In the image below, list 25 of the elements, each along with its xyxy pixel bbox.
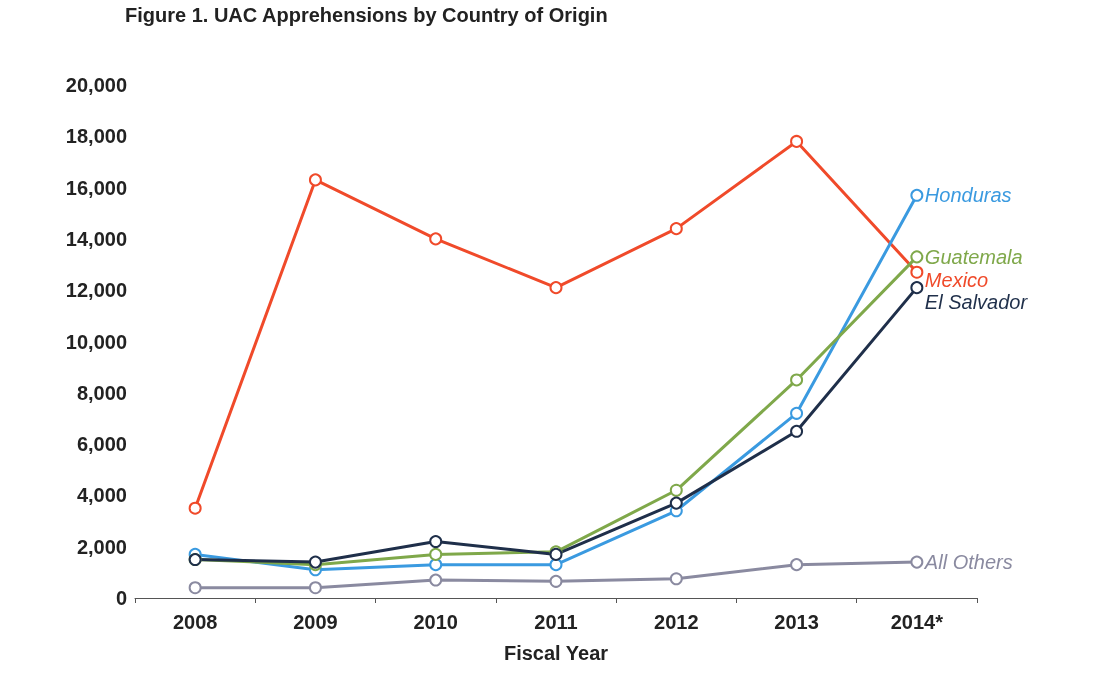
y-tick-label: 16,000 <box>65 176 127 199</box>
series-label: Mexico <box>924 269 989 292</box>
x-axis-title: Fiscal Year <box>503 642 609 664</box>
x-tick-label: 2010 <box>413 611 458 633</box>
y-tick-label: 14,000 <box>65 227 127 250</box>
series-label: Honduras <box>924 184 1012 207</box>
y-tick-label: 0 <box>115 587 127 609</box>
x-tick-label: 2009 <box>293 611 338 633</box>
series-label: Guatemala <box>924 245 1023 268</box>
y-tick-label: 18,000 <box>65 125 127 148</box>
x-tick-label: 2012 <box>654 611 699 633</box>
y-tick-label: 2,000 <box>76 535 127 558</box>
x-tick-label: 2014* <box>890 611 944 633</box>
chart-title: Figure 1. UAC Apprehensions by Country of Origin <box>125 4 608 26</box>
y-tick-label: 10,000 <box>65 330 127 353</box>
x-tick-label: 2008 <box>172 611 218 633</box>
series-label: El Salvador <box>924 290 1029 313</box>
series-label: All Others <box>923 551 1013 574</box>
y-tick-label: 8,000 <box>76 381 127 404</box>
x-tick-label: 2011 <box>534 611 578 633</box>
y-tick-label: 4,000 <box>76 484 127 507</box>
x-tick-label: 2013 <box>774 611 819 633</box>
y-tick-label: 20,000 <box>65 74 127 96</box>
y-tick-label: 12,000 <box>65 279 127 302</box>
y-tick-label: 6,000 <box>76 433 127 456</box>
